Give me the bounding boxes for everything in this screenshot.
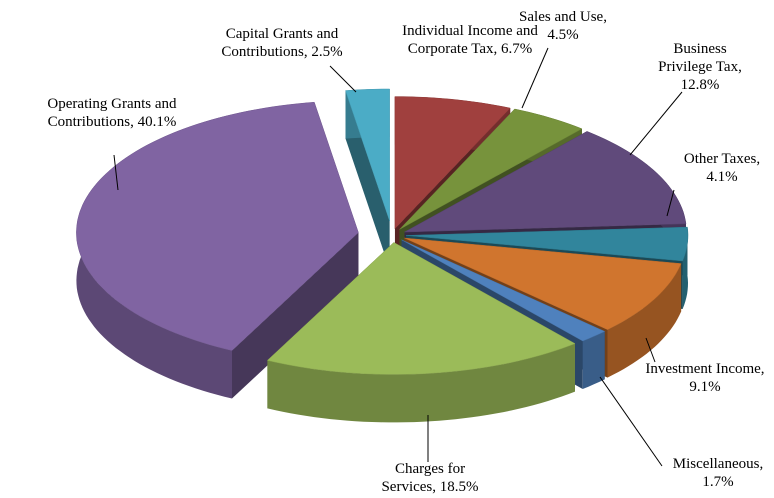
value-label: 1.7% (702, 474, 734, 490)
category-name: Business Privilege Tax, (658, 41, 742, 75)
value-label: 4.1% (706, 169, 738, 185)
slice (266, 242, 576, 375)
slice-side (582, 331, 605, 389)
data-label: Miscellaneous, 1.7% (663, 455, 773, 491)
data-label: Business Privilege Tax, 12.8% (650, 40, 750, 94)
leader-line (666, 189, 675, 217)
category-name: Other Taxes, (683, 151, 761, 167)
data-label: Investment Income, 9.1% (630, 360, 774, 396)
value-label: 18.5% (439, 479, 479, 495)
data-label: Operating Grants and Contributions, 40.1… (36, 95, 188, 131)
category-name: Charges for Services, (381, 461, 466, 495)
leader-line (599, 376, 663, 467)
value-label: 4.5% (547, 27, 579, 43)
category-name: Sales and Use, (519, 9, 607, 25)
leader-line (629, 91, 683, 156)
slice (399, 108, 583, 230)
category-name: Operating Grants and Contributions, (47, 96, 177, 130)
slice (394, 96, 511, 230)
value-label: 40.1% (137, 114, 177, 130)
data-label: Charges for Services, 18.5% (369, 460, 491, 496)
slice-tops (76, 88, 689, 375)
slice (405, 226, 689, 262)
slice (401, 239, 606, 342)
category-name: Miscellaneous, (672, 456, 764, 472)
slice (404, 237, 682, 330)
slice-wall (231, 232, 359, 399)
leader-line (521, 47, 549, 109)
data-label: Other Taxes, 4.1% (679, 150, 765, 186)
slice-side (267, 343, 575, 423)
leader-line (645, 337, 656, 363)
slice-side (607, 263, 682, 378)
slice (404, 131, 687, 233)
slice (76, 101, 359, 351)
category-name: Capital Grants and Contributions, (221, 26, 339, 60)
value-label: 2.5% (311, 44, 343, 60)
value-label: 12.8% (680, 77, 720, 93)
value-label: 6.7% (500, 41, 533, 57)
leader-line (113, 154, 119, 191)
data-label: Sales and Use, 4.5% (508, 8, 618, 44)
value-label: 9.1% (689, 379, 721, 395)
leader-line (329, 65, 357, 93)
category-name: Individual Income and Corporate Tax, (402, 23, 538, 57)
slice (345, 88, 390, 222)
data-label: Capital Grants and Contributions, 2.5% (211, 25, 353, 61)
slice-side (682, 227, 688, 309)
leader-lines (113, 47, 683, 467)
category-name: Investment Income, (645, 361, 765, 377)
data-label: Individual Income and Corporate Tax, 6.7… (395, 22, 545, 58)
